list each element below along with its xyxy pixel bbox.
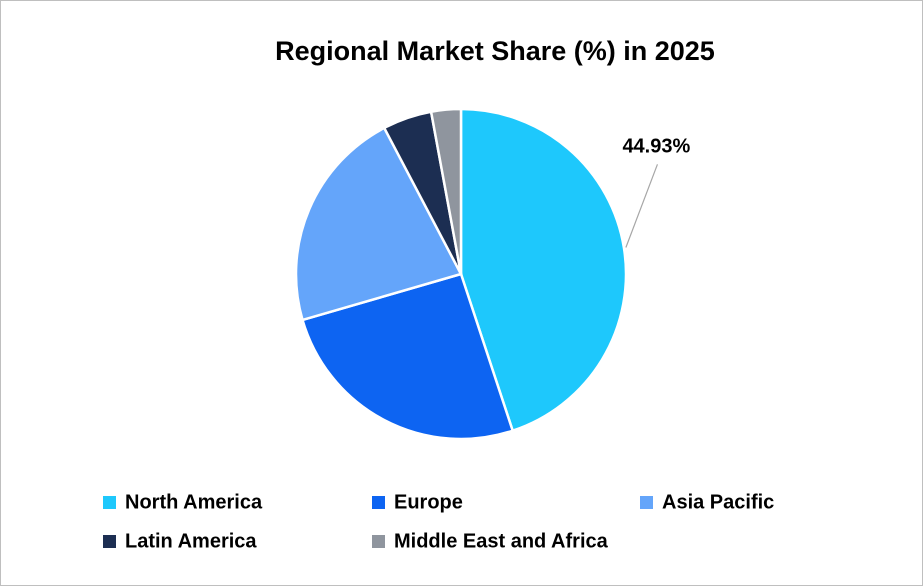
legend-label: Middle East and Africa: [394, 530, 609, 552]
pie-slice: [300, 272, 515, 441]
chart-title: Regional Market Share (%) in 2025: [275, 36, 715, 66]
legend-swatch: [103, 535, 116, 548]
pie-slice: [294, 126, 463, 322]
leader-line: [625, 164, 659, 248]
legend-label: Asia Pacific: [662, 491, 774, 513]
legend-label: North America: [125, 491, 263, 513]
legend-swatch: [372, 496, 385, 509]
legend-swatch: [372, 535, 385, 548]
data-label: 44.93%: [622, 136, 690, 158]
legend-swatch: [103, 496, 116, 509]
legend-label: Latin America: [125, 530, 257, 552]
pie-slice: [429, 107, 463, 275]
legend-swatch: [640, 496, 653, 509]
pie-slice: [459, 107, 628, 433]
legend-label: Europe: [394, 491, 463, 513]
